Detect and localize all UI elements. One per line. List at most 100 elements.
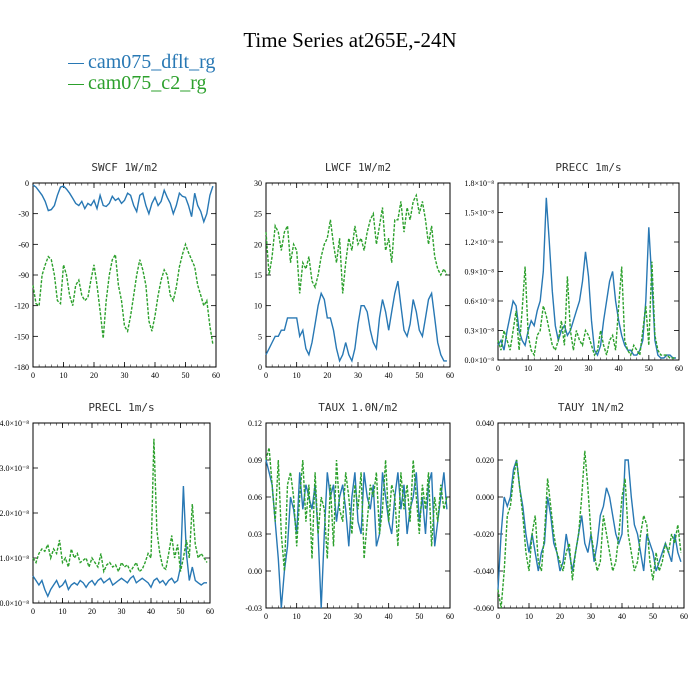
y-tick-label: 0: [25, 179, 29, 188]
x-tick-label: 60: [446, 612, 454, 621]
page-title: Time Series at265E,-24N: [243, 28, 457, 52]
y-tick-label: -60: [18, 240, 29, 249]
y-tick-label: 0.0×10⁻⁸: [464, 356, 494, 365]
x-tick-label: 30: [121, 371, 129, 380]
panel-title: LWCF 1W/m2: [325, 161, 391, 174]
y-tick-label: -0.060: [473, 604, 494, 613]
y-tick-label: 1.5×10⁻⁸: [464, 209, 494, 218]
y-tick-label: 4.0×10⁻⁸: [0, 419, 29, 428]
series-line-c2: [265, 447, 448, 572]
panel-5: TAUY 1N/m2 -0.060 -0.040 -0.020 0.000 0.020 0.…: [473, 401, 688, 621]
x-tick-label: 10: [525, 612, 533, 621]
series-line-c2: [497, 450, 682, 609]
x-tick-label: 0: [496, 612, 500, 621]
x-tick-label: 10: [59, 607, 67, 616]
series-line-dflt: [32, 184, 214, 225]
plot-frame: [497, 422, 685, 609]
series-line-c2: [32, 438, 208, 574]
panel-title: TAUX 1.0N/m2: [318, 401, 397, 414]
legend-label-c2: cam075_c2_rg: [88, 72, 207, 94]
panel-1: LWCF 1W/m2 0 5 10 15 20 25 30 0 10 20 30 40 50 60: [254, 161, 454, 380]
legend-entry-c2: cam075_c2_rg: [68, 73, 207, 93]
y-tick-label: -0.020: [473, 530, 494, 539]
y-tick-label: -0.03: [245, 604, 262, 613]
x-tick-label: 30: [587, 612, 595, 621]
x-tick-label: 30: [585, 364, 593, 373]
y-tick-label: 0.0×10⁻⁸: [0, 599, 29, 608]
y-tick-label: 20: [254, 240, 262, 249]
panel-title: PRECC 1m/s: [555, 161, 621, 174]
y-tick-label: -30: [18, 210, 29, 219]
x-tick-label: 30: [354, 612, 362, 621]
y-tick-label: 0.12: [248, 419, 262, 428]
x-tick-label: 10: [524, 364, 532, 373]
y-tick-label: -0.040: [473, 567, 494, 576]
x-tick-label: 10: [293, 371, 301, 380]
x-tick-label: 10: [293, 612, 301, 621]
x-tick-label: 0: [31, 607, 35, 616]
y-tick-label: -90: [18, 271, 29, 280]
x-tick-label: 20: [90, 371, 98, 380]
y-tick-label: 15: [254, 271, 262, 280]
panel-2: PRECC 1m/s 0.0×10⁻⁸ 0.3×10⁻⁸ 0.6×10⁻⁸ 0.9×10…: [464, 161, 683, 373]
x-tick-label: 60: [446, 371, 454, 380]
series-line-c2: [265, 193, 448, 294]
y-tick-label: -120: [14, 302, 29, 311]
x-tick-label: 50: [415, 371, 423, 380]
y-tick-label: 0.000: [476, 493, 494, 502]
x-tick-label: 20: [556, 612, 564, 621]
panel-4: TAUX 1.0N/m2 -0.03 0.00 0.03 0.06 0.09 0.12 0 10…: [245, 401, 454, 621]
panel-title: TAUY 1N/m2: [558, 401, 624, 414]
y-tick-label: 0.020: [476, 456, 494, 465]
x-tick-label: 40: [618, 612, 626, 621]
y-tick-label: 1.8×10⁻⁸: [464, 179, 494, 188]
series-line-dflt: [497, 459, 682, 590]
y-tick-label: 0.040: [476, 419, 494, 428]
plot-frame: [32, 182, 217, 368]
y-tick-label: 2.0×10⁻⁸: [0, 509, 29, 518]
x-tick-label: 0: [31, 371, 35, 380]
x-tick-label: 20: [323, 612, 331, 621]
y-tick-label: 3.0×10⁻⁸: [0, 464, 29, 473]
x-tick-label: 20: [554, 364, 562, 373]
plot-frame: [265, 182, 451, 368]
panel-title: PRECL 1m/s: [88, 401, 154, 414]
y-tick-label: 5: [258, 332, 262, 341]
x-tick-label: 0: [264, 612, 268, 621]
y-tick-label: 10: [254, 302, 262, 311]
x-tick-label: 50: [182, 371, 190, 380]
legend-label-dflt: cam075_dflt_rg: [88, 51, 216, 73]
y-tick-label: 0.03: [248, 530, 262, 539]
series-line-c2: [32, 242, 214, 345]
y-tick-label: 0.9×10⁻⁸: [464, 268, 494, 277]
y-tick-label: 1.2×10⁻⁸: [464, 238, 494, 247]
y-tick-label: 0.6×10⁻⁸: [464, 297, 494, 306]
panel-3: PRECL 1m/s 0.0×10⁻⁸ 1.0×10⁻⁸ 2.0×10⁻⁸ 3.0×10…: [0, 401, 214, 616]
y-tick-label: 0.06: [248, 493, 262, 502]
x-tick-label: 30: [118, 607, 126, 616]
x-tick-label: 50: [177, 607, 185, 616]
x-tick-label: 20: [323, 371, 331, 380]
legend-entry-dflt: cam075_dflt_rg: [68, 52, 215, 72]
y-tick-label: 0.3×10⁻⁸: [464, 327, 494, 336]
y-tick-label: 0.00: [248, 567, 262, 576]
x-tick-label: 50: [645, 364, 653, 373]
plot-frame: [32, 422, 211, 604]
legend-swatch-c2: [68, 83, 84, 85]
y-tick-label: 1.0×10⁻⁸: [0, 554, 29, 563]
x-tick-label: 40: [615, 364, 623, 373]
legend-swatch-dflt: [68, 62, 84, 64]
x-tick-label: 60: [212, 371, 220, 380]
x-tick-label: 30: [354, 371, 362, 380]
panel-title: SWCF 1W/m2: [91, 161, 157, 174]
x-tick-label: 40: [385, 612, 393, 621]
x-tick-label: 50: [649, 612, 657, 621]
x-tick-label: 60: [206, 607, 214, 616]
x-tick-label: 10: [60, 371, 68, 380]
y-tick-label: 25: [254, 210, 262, 219]
x-tick-label: 0: [496, 364, 500, 373]
x-tick-label: 50: [415, 612, 423, 621]
y-tick-label: -150: [14, 332, 29, 341]
